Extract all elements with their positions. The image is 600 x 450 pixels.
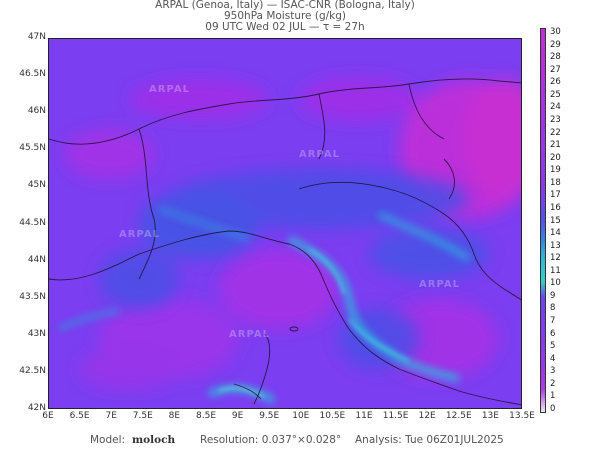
colorbar-tick-label: 15 bbox=[550, 215, 561, 226]
colorbar-tick-label: 21 bbox=[550, 140, 561, 151]
latitude-tick-label: 45.5N bbox=[19, 143, 46, 154]
colorbar-tick-label: 13 bbox=[550, 240, 561, 251]
colorbar-tick-label: 10 bbox=[550, 278, 561, 289]
latitude-tick-label: 45N bbox=[27, 180, 46, 191]
colorbar-tick-label: 28 bbox=[550, 52, 561, 63]
longitude-tick-label: 13E bbox=[481, 411, 499, 421]
longitude-tick-label: 12E bbox=[418, 411, 436, 421]
colorbar-tick-label: 27 bbox=[550, 64, 561, 75]
longitude-tick-label: 8E bbox=[168, 411, 181, 421]
title-variable: 950hPa Moisture (g/kg) bbox=[224, 10, 346, 22]
colorbar-tick-label: 11 bbox=[550, 265, 561, 276]
longitude-tick-label: 10.5E bbox=[319, 411, 346, 421]
longitude-tick-label: 6E bbox=[42, 411, 54, 421]
longitude-tick-label: 7E bbox=[105, 411, 117, 421]
model-name: moloch bbox=[132, 434, 176, 446]
resolution-text: Resolution: 0.037°×0.028° bbox=[200, 434, 342, 446]
longitude-tick-label: 10E bbox=[292, 411, 310, 421]
colorbar-tick-label: 22 bbox=[550, 127, 561, 138]
model-label: Model: bbox=[90, 434, 126, 446]
longitude-tick-label: 11E bbox=[355, 411, 373, 421]
colorbar-tick-label: 23 bbox=[550, 114, 561, 125]
longitude-tick-label: 8.5E bbox=[196, 411, 216, 421]
colorbar-tick-label: 9 bbox=[550, 290, 556, 301]
latitude-tick-label: 43N bbox=[27, 328, 46, 339]
colorbar-tick-label: 29 bbox=[550, 39, 561, 50]
colorbar-tick-label: 16 bbox=[550, 202, 561, 213]
colorbar-tick-label: 20 bbox=[550, 152, 561, 163]
longitude-tick-label: 9.5E bbox=[259, 411, 280, 421]
latitude-tick-label: 46.5N bbox=[19, 69, 46, 80]
longitude-tick-label: 7.5E bbox=[132, 411, 153, 421]
moisture-field bbox=[49, 39, 521, 408]
colorbar-tick-label: 2 bbox=[550, 378, 556, 389]
colorbar-tick-label: 4 bbox=[550, 353, 556, 364]
colorbar-tick-label: 14 bbox=[550, 228, 561, 239]
longitude-tick-label: 9E bbox=[231, 411, 244, 421]
colorbar-tick-label: 18 bbox=[550, 177, 561, 188]
colorbar bbox=[540, 28, 546, 413]
colorbar-tick-label: 26 bbox=[550, 77, 561, 88]
latitude-tick-label: 46N bbox=[27, 106, 46, 117]
colorbar-tick-label: 5 bbox=[550, 341, 556, 352]
colorbar-tick-label: 8 bbox=[550, 303, 556, 314]
latitude-tick-label: 44.5N bbox=[19, 217, 46, 228]
longitude-tick-label: 13.5E bbox=[509, 411, 535, 421]
moisture-map[interactable]: ARPAL ARPAL ARPAL ARPAL ARPAL bbox=[48, 38, 522, 409]
title-valid-time: 09 UTC Wed 02 JUL — τ = 27h bbox=[205, 21, 365, 33]
latitude-tick-label: 42N bbox=[27, 403, 46, 413]
colorbar-tick-label: 19 bbox=[550, 165, 561, 176]
colorbar-tick-label: 17 bbox=[550, 190, 561, 201]
analysis-text: Analysis: Tue 06Z01JUL2025 bbox=[355, 434, 504, 446]
latitude-tick-label: 43.5N bbox=[19, 291, 46, 302]
map-title: ARPAL (Genoa, Italy) — ISAC-CNR (Bologna… bbox=[48, 0, 522, 33]
colorbar-tick-label: 24 bbox=[550, 102, 561, 113]
latitude-tick-label: 42.5N bbox=[19, 365, 46, 376]
colorbar-tick-label: 30 bbox=[550, 27, 561, 37]
latitude-tick-label: 44N bbox=[27, 254, 46, 265]
colorbar-tick-label: 0 bbox=[550, 404, 556, 414]
latitude-tick-label: 47N bbox=[27, 32, 46, 42]
colorbar-tick-label: 7 bbox=[550, 316, 556, 327]
colorbar-tick-label: 3 bbox=[550, 366, 556, 377]
title-institutions: ARPAL (Genoa, Italy) — ISAC-CNR (Bologna… bbox=[155, 0, 415, 11]
longitude-tick-label: 12.5E bbox=[445, 411, 472, 421]
colorbar-tick-label: 1 bbox=[550, 391, 556, 402]
colorbar-tick-label: 25 bbox=[550, 89, 561, 100]
longitude-tick-label: 11.5E bbox=[382, 411, 409, 421]
colorbar-tick-label: 6 bbox=[550, 328, 556, 339]
colorbar-tick-label: 12 bbox=[550, 253, 561, 264]
longitude-tick-label: 6.5E bbox=[69, 411, 90, 421]
